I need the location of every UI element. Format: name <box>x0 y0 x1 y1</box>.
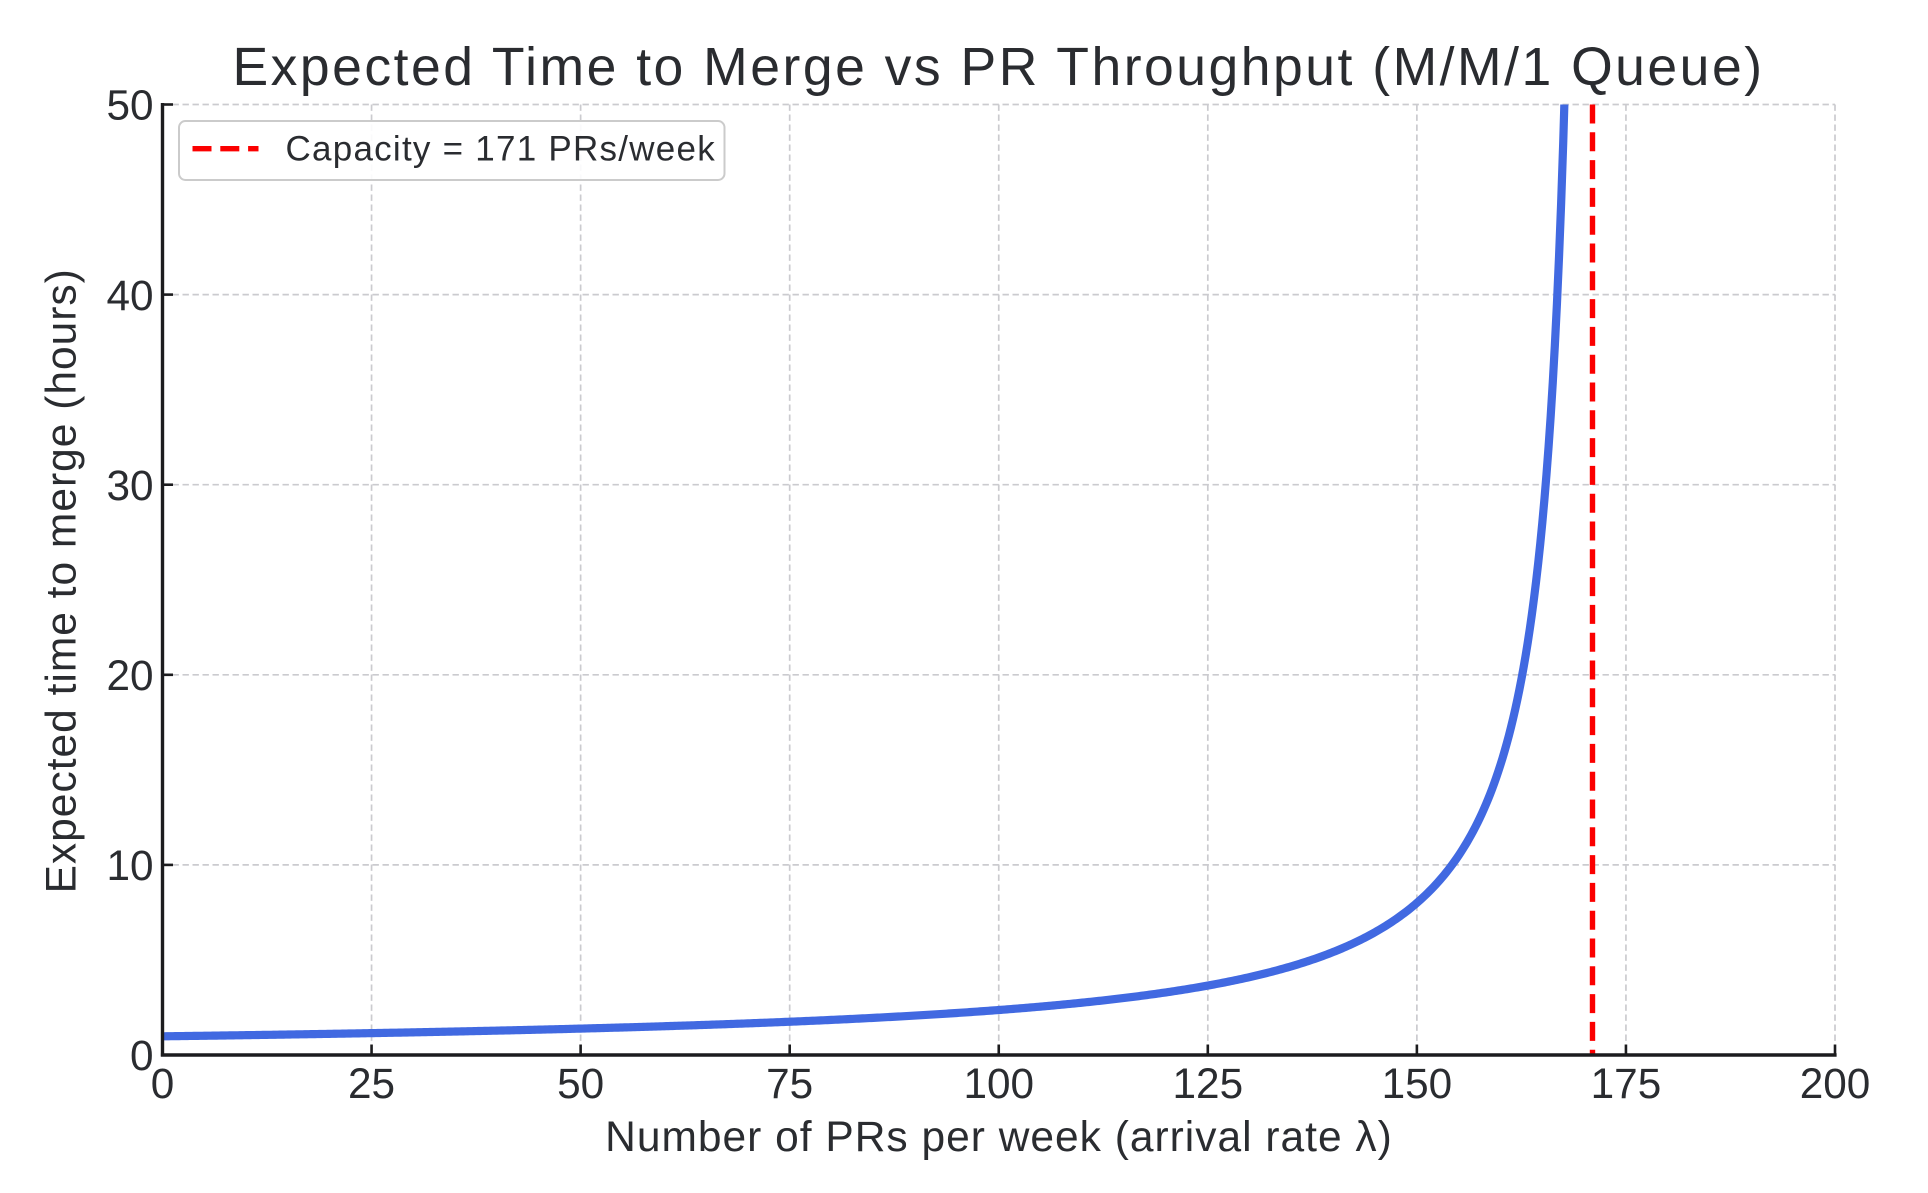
svg-text:0: 0 <box>130 1032 154 1079</box>
svg-text:40: 40 <box>106 272 153 319</box>
svg-text:125: 125 <box>1173 1060 1244 1107</box>
svg-text:Capacity = 171 PRs/week: Capacity = 171 PRs/week <box>286 130 716 169</box>
svg-text:Expected Time to Merge vs PR T: Expected Time to Merge vs PR Throughput … <box>232 38 1764 97</box>
svg-text:100: 100 <box>963 1060 1034 1107</box>
svg-text:30: 30 <box>106 462 153 509</box>
svg-text:Number of PRs per week (arriva: Number of PRs per week (arrival rate λ) <box>605 1114 1393 1161</box>
svg-text:10: 10 <box>106 842 153 889</box>
svg-text:20: 20 <box>106 652 153 699</box>
svg-text:50: 50 <box>557 1060 604 1107</box>
svg-text:150: 150 <box>1382 1060 1453 1107</box>
svg-text:25: 25 <box>348 1060 395 1107</box>
svg-text:50: 50 <box>106 82 153 129</box>
svg-text:0: 0 <box>151 1060 175 1107</box>
svg-text:200: 200 <box>1800 1060 1871 1107</box>
svg-text:Expected time to merge (hours): Expected time to merge (hours) <box>39 268 86 893</box>
svg-text:75: 75 <box>766 1060 813 1107</box>
svg-text:175: 175 <box>1591 1060 1662 1107</box>
